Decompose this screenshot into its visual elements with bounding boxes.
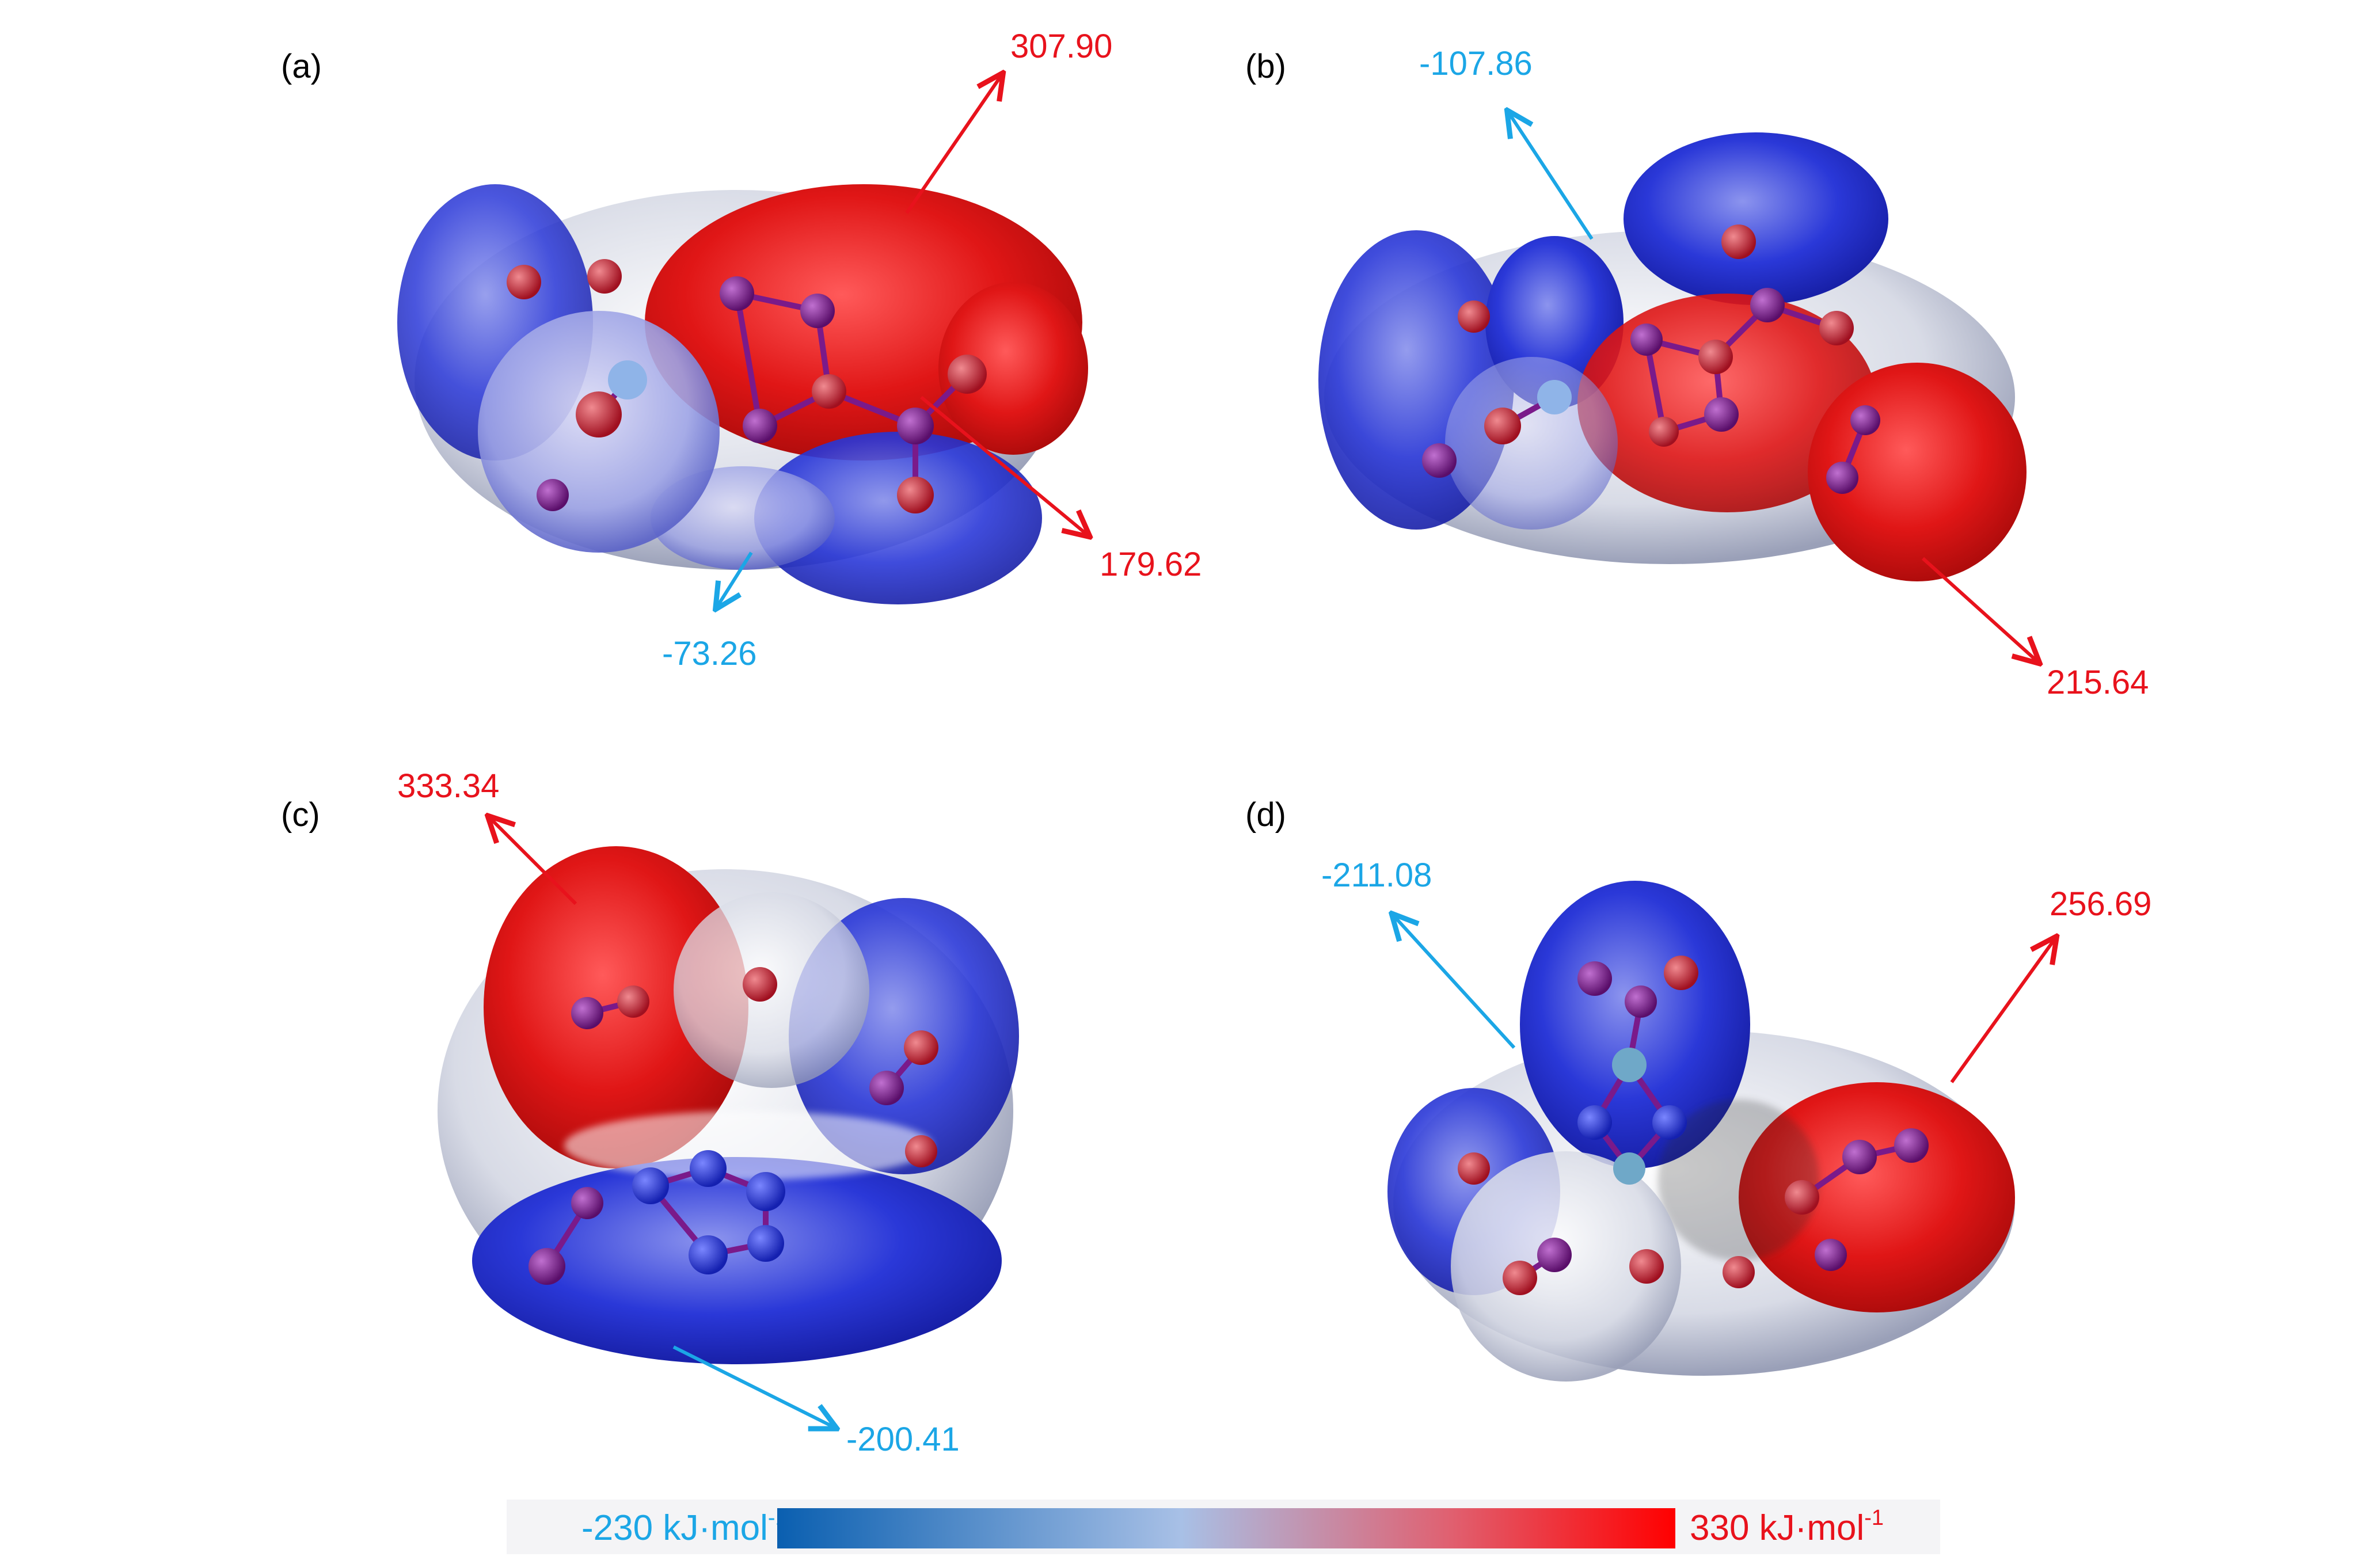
esp-surface-c (438, 846, 1019, 1364)
panel-label-c: (c) (281, 796, 320, 834)
colorbar-gradient (777, 1508, 1675, 1548)
value-mid-a: 179.62 (1100, 546, 1202, 583)
arrow-max-d (1950, 938, 2055, 1083)
value-max-a: 307.90 (1010, 28, 1112, 65)
arrow-max-b (1921, 557, 2038, 662)
value-min-b: -107.86 (1419, 45, 1533, 82)
colorbar-max-label: 330 kJ·mol-1 (1690, 1506, 1884, 1548)
panel-label-b: (b) (1245, 48, 1286, 85)
panel-d: (d) (1245, 796, 2151, 1382)
panel-label-a: (a) (281, 48, 322, 85)
arrow-min-a (717, 551, 753, 607)
value-min-d: -211.08 (1321, 857, 1432, 894)
molecule-a (507, 259, 987, 513)
value-max-b: 215.64 (2047, 664, 2149, 701)
value-max-d: 256.69 (2050, 885, 2151, 923)
esp-surface-a (397, 184, 1088, 604)
value-max-c: 333.34 (397, 767, 499, 805)
value-min-c: -200.41 (846, 1421, 960, 1458)
esp-surface-b (1318, 132, 2027, 581)
esp-surface-d (1387, 881, 2015, 1382)
colorbar-min-label: -230 kJ·mol-1 (581, 1506, 788, 1548)
arrow-max-c (489, 817, 577, 905)
panel-a: (a) (281, 28, 1202, 672)
arrow-min-b (1508, 112, 1594, 240)
molecule-d (1458, 956, 1929, 1295)
colorbar: -230 kJ·mol-1 330 kJ·mol-1 (507, 1500, 1940, 1554)
arrow-min-c (672, 1345, 835, 1428)
arrow-mid-a (920, 395, 1088, 535)
arrow-max-a (905, 75, 1002, 214)
panel-label-d: (d) (1245, 796, 1286, 834)
panel-c: (c) (281, 767, 1019, 1458)
molecule-b (1422, 224, 1880, 494)
arrow-min-d (1393, 915, 1516, 1049)
molecule-c (529, 967, 938, 1285)
value-min-a: -73.26 (662, 635, 756, 672)
panel-b: (b) (1245, 45, 2149, 701)
